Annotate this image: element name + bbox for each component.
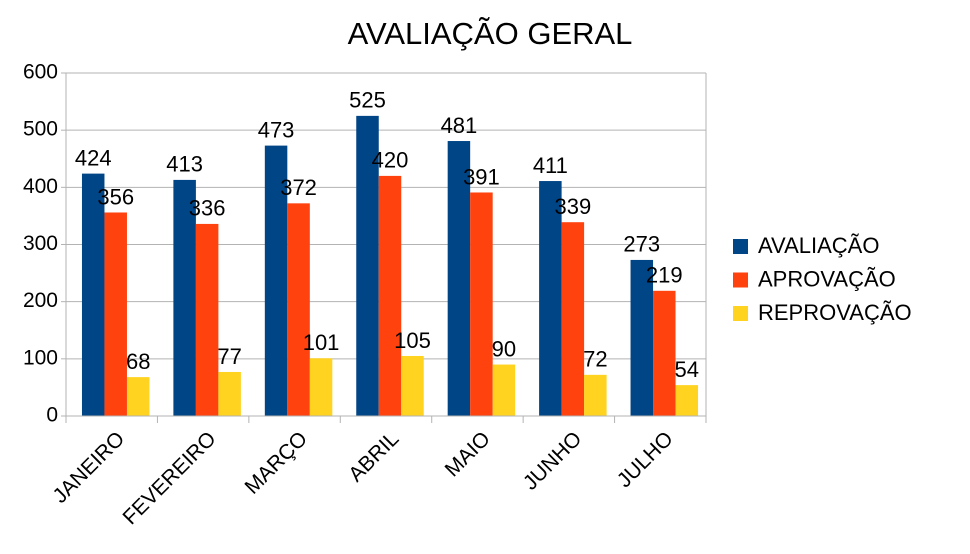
- y-tick-label: 0: [46, 404, 58, 427]
- x-tick-label: FEVEREIRO: [119, 427, 221, 529]
- data-label: 273: [623, 232, 660, 257]
- y-tick-label: 600: [23, 61, 58, 84]
- x-tick-label: ABRIL: [344, 427, 403, 486]
- bar: [470, 192, 493, 416]
- data-label: 391: [463, 164, 500, 189]
- x-tick-label: MARÇO: [240, 427, 312, 499]
- data-label: 372: [280, 175, 317, 200]
- bar: [309, 358, 333, 416]
- data-label: 101: [303, 330, 340, 355]
- legend-label: REPROVAÇÃO: [758, 300, 912, 325]
- data-label: 339: [554, 194, 591, 219]
- data-label: 72: [583, 347, 607, 372]
- bar: [561, 222, 585, 416]
- data-label: 105: [394, 328, 431, 353]
- chart-title: AVALIAÇÃO GERAL: [348, 16, 633, 51]
- bar: [104, 212, 127, 416]
- y-tick-label: 100: [23, 346, 58, 369]
- data-label: 420: [372, 148, 409, 173]
- bar: [378, 175, 402, 416]
- x-tick-label: MAIO: [441, 427, 495, 481]
- bar: [675, 385, 699, 416]
- data-label: 77: [217, 344, 241, 369]
- bar: [539, 181, 562, 416]
- x-tick-label: JANEIRO: [49, 427, 130, 508]
- legend-swatch: [733, 239, 748, 254]
- bar: [173, 179, 196, 416]
- bar: [81, 173, 105, 416]
- y-tick-label: 200: [23, 289, 58, 312]
- data-label: 54: [675, 357, 699, 382]
- bar: [584, 374, 607, 416]
- data-label: 68: [126, 349, 150, 374]
- bar: [287, 203, 310, 416]
- x-tick-label: JULHO: [613, 427, 678, 492]
- bar: [447, 141, 471, 417]
- data-label: 481: [441, 113, 478, 138]
- y-tick-label: 400: [23, 175, 58, 198]
- legend-label: APROVAÇÃO: [758, 266, 896, 291]
- bar: [264, 145, 288, 416]
- bar: [492, 364, 516, 416]
- data-label: 411: [533, 153, 568, 178]
- x-tick-label: JUNHO: [519, 427, 586, 494]
- data-label: 336: [189, 196, 226, 221]
- data-label: 219: [646, 263, 683, 288]
- data-label: 525: [349, 88, 386, 113]
- data-label: 424: [75, 145, 112, 170]
- bar: [356, 115, 379, 416]
- data-label: 473: [258, 117, 295, 142]
- bar: [126, 377, 150, 416]
- y-tick-label: 300: [23, 232, 58, 255]
- y-tick-label: 500: [23, 118, 58, 141]
- legend-swatch: [733, 272, 748, 288]
- legend-label: AVALIAÇÃO: [758, 233, 879, 258]
- data-label: 356: [97, 184, 134, 209]
- legend-swatch: [733, 306, 748, 321]
- bar: [218, 371, 241, 416]
- bar: [401, 355, 424, 416]
- bar: [653, 290, 676, 416]
- bar: [630, 259, 654, 416]
- data-label: 413: [166, 152, 203, 177]
- data-label: 90: [492, 336, 516, 361]
- bar: [195, 223, 219, 416]
